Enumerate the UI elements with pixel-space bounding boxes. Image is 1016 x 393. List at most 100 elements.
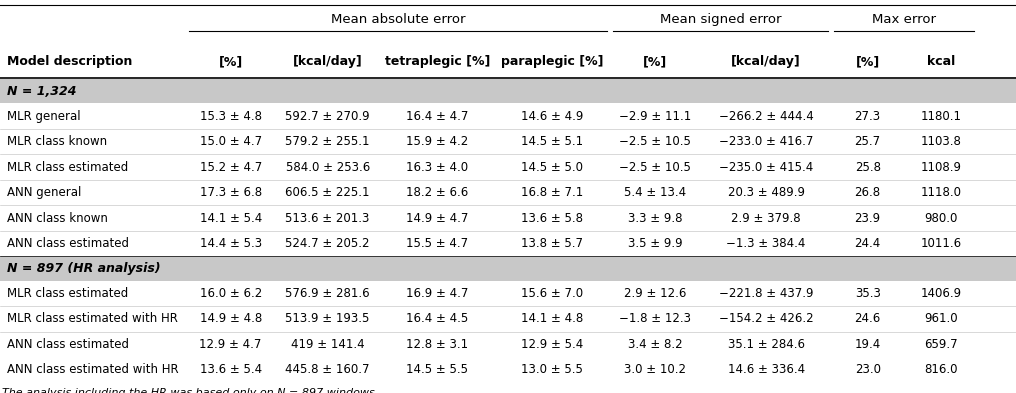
Text: 445.8 ± 160.7: 445.8 ± 160.7 (285, 364, 370, 376)
Bar (0, 281, 1016, 306)
Text: 3.0 ± 10.2: 3.0 ± 10.2 (624, 364, 687, 376)
Text: 1103.8: 1103.8 (920, 135, 961, 148)
Text: 14.9 ± 4.7: 14.9 ± 4.7 (406, 212, 468, 225)
Text: 24.6: 24.6 (854, 312, 881, 325)
Text: MLR general: MLR general (7, 110, 80, 123)
Text: 14.6 ± 4.9: 14.6 ± 4.9 (521, 110, 583, 123)
Text: MLR class estimated with HR: MLR class estimated with HR (7, 312, 178, 325)
Text: −233.0 ± 416.7: −233.0 ± 416.7 (719, 135, 813, 148)
Bar (0, 103, 1016, 129)
Bar (0, 154, 1016, 180)
Text: 14.4 ± 5.3: 14.4 ± 5.3 (199, 237, 262, 250)
Text: 14.1 ± 4.8: 14.1 ± 4.8 (521, 312, 583, 325)
Text: 14.6 ± 336.4: 14.6 ± 336.4 (727, 364, 805, 376)
Text: −2.5 ± 10.5: −2.5 ± 10.5 (620, 161, 691, 174)
Text: 14.5 ± 5.1: 14.5 ± 5.1 (521, 135, 583, 148)
Text: ANN general: ANN general (7, 186, 81, 199)
Text: 15.3 ± 4.8: 15.3 ± 4.8 (199, 110, 262, 123)
Text: 584.0 ± 253.6: 584.0 ± 253.6 (285, 161, 370, 174)
Text: 15.2 ± 4.7: 15.2 ± 4.7 (199, 161, 262, 174)
Text: 27.3: 27.3 (854, 110, 881, 123)
Bar (0, 180, 1016, 206)
Text: 15.6 ± 7.0: 15.6 ± 7.0 (521, 287, 583, 300)
Text: 25.8: 25.8 (854, 161, 881, 174)
Bar (0, 46, 1016, 78)
Text: 12.8 ± 3.1: 12.8 ± 3.1 (406, 338, 468, 351)
Text: 513.9 ± 193.5: 513.9 ± 193.5 (285, 312, 370, 325)
Text: 606.5 ± 225.1: 606.5 ± 225.1 (285, 186, 370, 199)
Text: [%]: [%] (855, 55, 880, 68)
Text: 16.4 ± 4.7: 16.4 ± 4.7 (406, 110, 468, 123)
Text: 980.0: 980.0 (925, 212, 957, 225)
Text: 513.6 ± 201.3: 513.6 ± 201.3 (285, 212, 370, 225)
Text: MLR class estimated: MLR class estimated (7, 287, 128, 300)
Text: 419 ± 141.4: 419 ± 141.4 (291, 338, 365, 351)
Text: N = 897 (HR analysis): N = 897 (HR analysis) (7, 262, 161, 275)
Text: [kcal/day]: [kcal/day] (732, 55, 801, 68)
Text: 1118.0: 1118.0 (920, 186, 961, 199)
Text: ANN class estimated: ANN class estimated (7, 338, 129, 351)
Text: 14.5 ± 5.0: 14.5 ± 5.0 (521, 161, 583, 174)
Text: MLR class estimated: MLR class estimated (7, 161, 128, 174)
Bar (0, 306, 1016, 332)
Text: [%]: [%] (643, 55, 668, 68)
Text: ANN class estimated: ANN class estimated (7, 237, 129, 250)
Text: 23.9: 23.9 (854, 212, 881, 225)
Text: 13.0 ± 5.5: 13.0 ± 5.5 (521, 364, 583, 376)
Text: [%]: [%] (218, 55, 243, 68)
Bar (0, 206, 1016, 231)
Text: Model description: Model description (7, 55, 132, 68)
Text: 592.7 ± 270.9: 592.7 ± 270.9 (285, 110, 370, 123)
Text: 524.7 ± 205.2: 524.7 ± 205.2 (285, 237, 370, 250)
Text: kcal: kcal (927, 55, 955, 68)
Text: 13.8 ± 5.7: 13.8 ± 5.7 (521, 237, 583, 250)
Text: Max error: Max error (873, 13, 936, 26)
Text: The analysis including the HR was based only on N = 897 windows.: The analysis including the HR was based … (2, 388, 378, 393)
Text: 26.8: 26.8 (854, 186, 881, 199)
Bar (0, 357, 1016, 383)
Bar (0, 332, 1016, 357)
Text: Mean absolute error: Mean absolute error (330, 13, 465, 26)
Bar (0, 257, 1016, 281)
Bar (0, 231, 1016, 257)
Text: 16.4 ± 4.5: 16.4 ± 4.5 (406, 312, 468, 325)
Text: 16.8 ± 7.1: 16.8 ± 7.1 (521, 186, 583, 199)
Text: 2.9 ± 379.8: 2.9 ± 379.8 (732, 212, 801, 225)
Text: 16.3 ± 4.0: 16.3 ± 4.0 (406, 161, 468, 174)
Text: −235.0 ± 415.4: −235.0 ± 415.4 (719, 161, 813, 174)
Text: 3.4 ± 8.2: 3.4 ± 8.2 (628, 338, 683, 351)
Text: 20.3 ± 489.9: 20.3 ± 489.9 (727, 186, 805, 199)
Text: 24.4: 24.4 (854, 237, 881, 250)
Text: −1.8 ± 12.3: −1.8 ± 12.3 (620, 312, 691, 325)
Text: −1.3 ± 384.4: −1.3 ± 384.4 (726, 237, 806, 250)
Text: ANN class known: ANN class known (7, 212, 108, 225)
Text: 13.6 ± 5.4: 13.6 ± 5.4 (199, 364, 262, 376)
Text: 14.5 ± 5.5: 14.5 ± 5.5 (406, 364, 468, 376)
Text: [kcal/day]: [kcal/day] (293, 55, 363, 68)
Text: 16.9 ± 4.7: 16.9 ± 4.7 (406, 287, 468, 300)
Bar (0, 129, 1016, 154)
Text: −2.9 ± 11.1: −2.9 ± 11.1 (619, 110, 692, 123)
Text: 25.7: 25.7 (854, 135, 881, 148)
Bar (0, 79, 1016, 103)
Text: 1108.9: 1108.9 (920, 161, 961, 174)
Text: 15.5 ± 4.7: 15.5 ± 4.7 (406, 237, 468, 250)
Text: −221.8 ± 437.9: −221.8 ± 437.9 (718, 287, 814, 300)
Text: 13.6 ± 5.8: 13.6 ± 5.8 (521, 212, 583, 225)
Text: 14.1 ± 5.4: 14.1 ± 5.4 (199, 212, 262, 225)
Text: 17.3 ± 6.8: 17.3 ± 6.8 (199, 186, 262, 199)
Text: Mean signed error: Mean signed error (659, 13, 781, 26)
Text: 12.9 ± 5.4: 12.9 ± 5.4 (521, 338, 583, 351)
Text: −154.2 ± 426.2: −154.2 ± 426.2 (718, 312, 814, 325)
Text: paraplegic [%]: paraplegic [%] (501, 55, 604, 68)
Text: 3.5 ± 9.9: 3.5 ± 9.9 (628, 237, 683, 250)
Text: tetraplegic [%]: tetraplegic [%] (385, 55, 490, 68)
Text: 35.3: 35.3 (854, 287, 881, 300)
Text: MLR class known: MLR class known (7, 135, 108, 148)
Text: 1011.6: 1011.6 (920, 237, 961, 250)
Text: 12.9 ± 4.7: 12.9 ± 4.7 (199, 338, 262, 351)
Text: −2.5 ± 10.5: −2.5 ± 10.5 (620, 135, 691, 148)
Text: 1180.1: 1180.1 (920, 110, 961, 123)
Text: 15.0 ± 4.7: 15.0 ± 4.7 (199, 135, 262, 148)
Text: 3.3 ± 9.8: 3.3 ± 9.8 (628, 212, 683, 225)
